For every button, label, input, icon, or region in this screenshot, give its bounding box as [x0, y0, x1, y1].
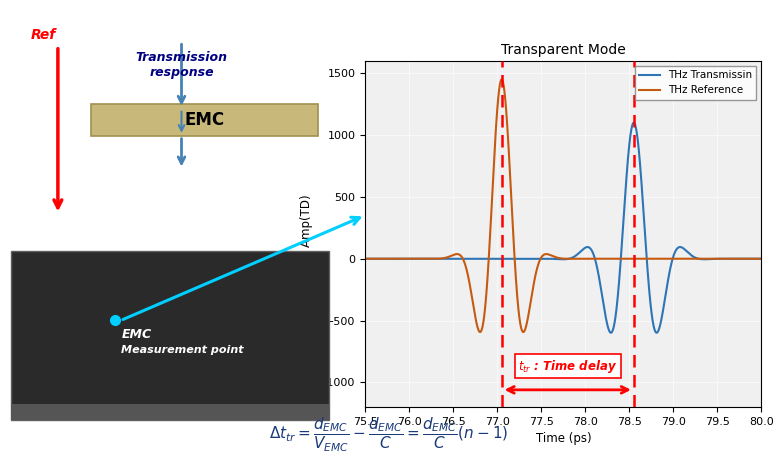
THz Reference: [406, 256, 415, 262]
THz Transmissin: [530, 256, 539, 262]
Text: $t_{tr}$ : Time delay: $t_{tr}$ : Time delay: [518, 358, 618, 375]
Text: Measurement point: Measurement point: [121, 345, 244, 355]
Legend: THz Transmissin, THz Reference: THz Transmissin, THz Reference: [635, 66, 756, 100]
THz Reference: [757, 256, 766, 262]
Text: Ref: Ref: [31, 28, 57, 42]
THz Transmissin: [429, 256, 438, 262]
Text: Transmission: Transmission: [135, 51, 228, 64]
THz Reference: [513, 294, 522, 300]
THz Reference: [429, 256, 438, 262]
THz Transmissin: [706, 256, 716, 262]
THz Transmissin: [629, 120, 639, 125]
Text: $\Delta t_{tr} = \dfrac{d_{EMC}}{V_{EMC}} - \dfrac{d_{EMC}}{C} = \dfrac{d_{EMC}}: $\Delta t_{tr} = \dfrac{d_{EMC}}{V_{EMC}…: [269, 416, 508, 454]
THz Transmissin: [406, 256, 415, 262]
FancyBboxPatch shape: [92, 104, 319, 136]
THz Reference: [749, 256, 758, 262]
Line: THz Transmissin: THz Transmissin: [365, 123, 761, 333]
THz Reference: [706, 256, 716, 262]
Y-axis label: THz Amp(TD): THz Amp(TD): [300, 195, 312, 273]
THz Reference: [518, 329, 528, 335]
THz Transmissin: [749, 256, 758, 262]
THz Transmissin: [606, 330, 615, 336]
THz Reference: [497, 77, 507, 82]
THz Reference: [361, 256, 370, 262]
THz Transmissin: [361, 256, 370, 262]
THz Transmissin: [757, 256, 766, 262]
THz Transmissin: [513, 256, 522, 262]
X-axis label: Time (ps): Time (ps): [535, 432, 591, 446]
FancyBboxPatch shape: [11, 404, 329, 420]
Title: Transparent Mode: Transparent Mode: [501, 43, 625, 57]
FancyBboxPatch shape: [11, 251, 329, 420]
Text: EMC: EMC: [185, 111, 225, 129]
Line: THz Reference: THz Reference: [365, 80, 761, 332]
Text: EMC: EMC: [121, 328, 152, 341]
Text: response: response: [149, 66, 214, 79]
THz Reference: [530, 277, 539, 282]
